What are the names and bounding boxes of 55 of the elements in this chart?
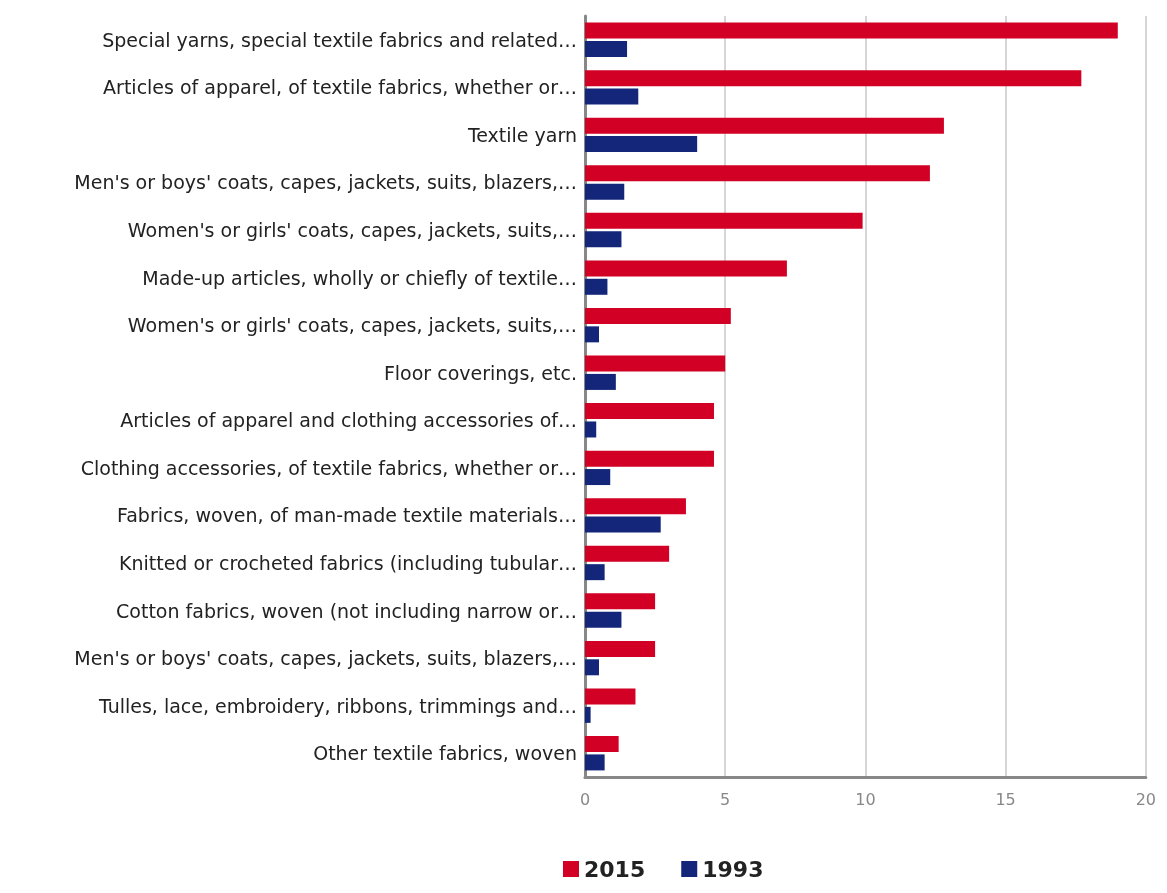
x-tick-label: 5 xyxy=(720,789,731,809)
bar xyxy=(585,640,656,657)
bar xyxy=(585,307,731,324)
y-tick-label: Special yarns, special textile fabrics and related… xyxy=(102,28,577,51)
bar xyxy=(585,421,597,438)
x-tick-label: 15 xyxy=(995,789,1016,809)
y-tick-label: Made-up articles, wholly or chiefly of textile… xyxy=(142,266,577,289)
bar xyxy=(585,736,619,753)
x-tick-label: 20 xyxy=(1135,789,1156,809)
bar xyxy=(585,450,714,467)
bar xyxy=(585,22,1118,39)
x-tick-label: 0 xyxy=(579,789,591,809)
bar xyxy=(585,469,611,486)
y-tick-label: Other textile fabrics, woven xyxy=(313,742,577,765)
bar xyxy=(585,373,616,390)
y-tick-label: Articles of apparel and clothing accessories of… xyxy=(120,409,577,432)
bar xyxy=(585,165,930,182)
bar xyxy=(585,231,622,248)
bar xyxy=(585,355,726,372)
bar xyxy=(585,260,787,277)
y-tick-label: Articles of apparel, of textile fabrics, whether or… xyxy=(103,76,577,99)
bar xyxy=(585,516,661,533)
bar xyxy=(585,88,639,105)
bar xyxy=(585,706,591,723)
bar xyxy=(585,754,605,771)
y-tick-label: Tulles, lace, embroidery, ribbons, trimmings and… xyxy=(97,694,577,717)
bar xyxy=(585,326,600,343)
bar xyxy=(585,278,608,295)
y-tick-label: Fabrics, woven, of man-made textile materials… xyxy=(117,504,577,527)
bar xyxy=(585,212,863,229)
bar xyxy=(585,545,670,562)
y-tick-label: Men's or boys' coats, capes, jackets, suits, blazers,… xyxy=(74,171,577,194)
y-tick-label: Women's or girls' coats, capes, jackets, suits,… xyxy=(127,314,577,337)
bar xyxy=(585,611,622,628)
y-tick-label: Floor coverings, etc. xyxy=(383,361,577,384)
bar xyxy=(585,183,625,200)
legend-label: 2015 xyxy=(584,856,646,882)
y-tick-label: Knitted or crocheted fabrics (including tubular… xyxy=(118,551,577,574)
bar xyxy=(585,70,1082,87)
bar xyxy=(585,136,698,153)
bar xyxy=(585,117,944,134)
y-tick-label: Women's or girls' coats, capes, jackets, suits,… xyxy=(127,219,577,242)
bar xyxy=(585,688,636,705)
y-tick-label: Textile yarn xyxy=(466,123,577,146)
bar xyxy=(585,40,628,57)
legend-label: 1993 xyxy=(702,856,764,882)
y-tick-label: Clothing accessories, of textile fabrics, whether or… xyxy=(80,456,577,479)
bar xyxy=(585,593,656,610)
bar xyxy=(585,498,686,515)
bar xyxy=(585,564,605,581)
bar xyxy=(585,403,714,420)
x-tick-label: 10 xyxy=(855,789,876,809)
bar xyxy=(585,659,600,676)
y-tick-label: Cotton fabrics, woven (not including narrow or… xyxy=(116,599,577,622)
y-tick-label: Men's or boys' coats, capes, jackets, suits, blazers,… xyxy=(74,647,577,670)
